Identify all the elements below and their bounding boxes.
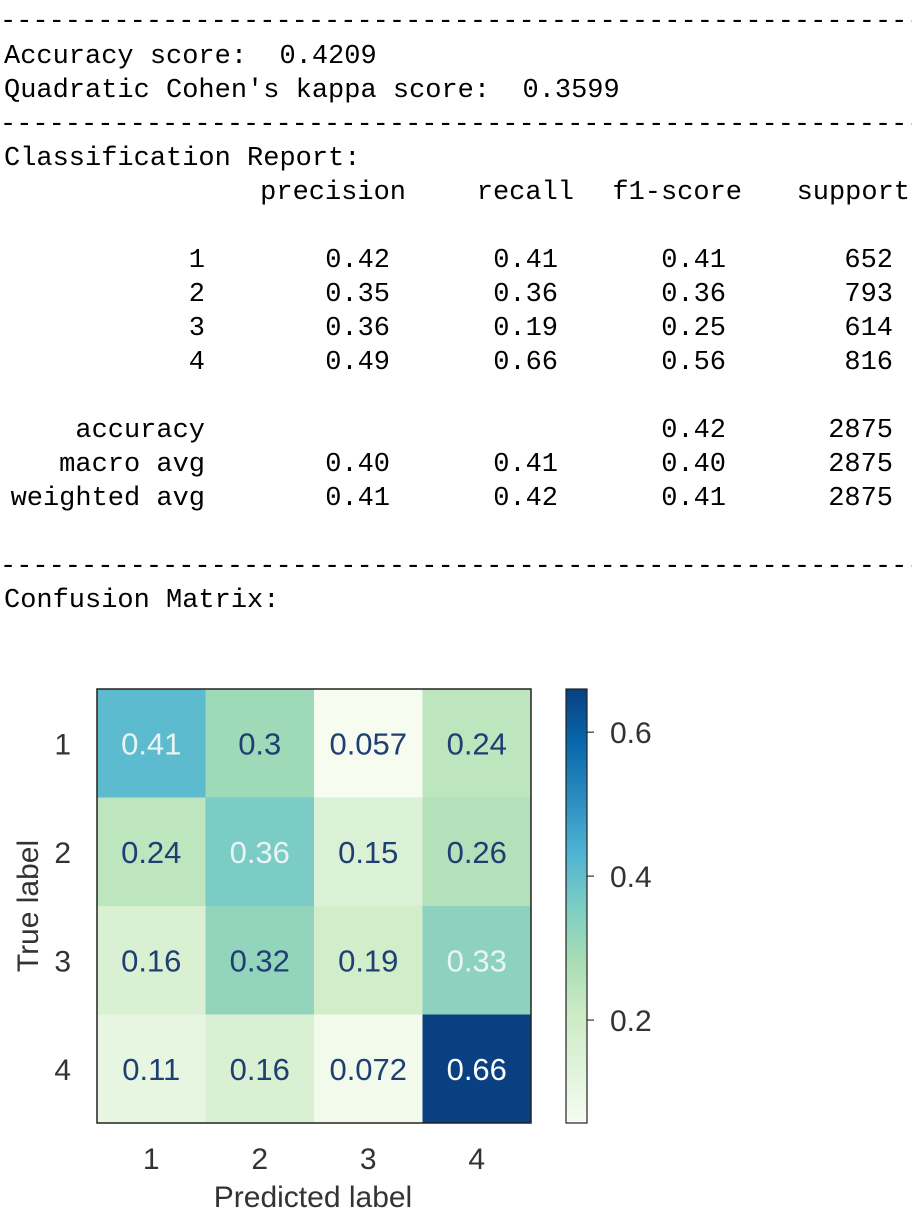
colorbar-tick-label: 0.4 xyxy=(610,861,652,894)
confusion-title: Confusion Matrix: xyxy=(4,586,280,616)
cell-value-label: 0.36 xyxy=(230,835,290,870)
summary-recall: 0.41 xyxy=(493,450,558,480)
x-tick-label: 1 xyxy=(143,1143,160,1176)
y-tick-label: 2 xyxy=(54,837,71,870)
row-label: 2 xyxy=(188,280,205,310)
cell-value-label: 0.072 xyxy=(329,1052,407,1087)
cell-value-label: 0.16 xyxy=(230,1052,290,1087)
y-tick-label: 3 xyxy=(54,945,71,978)
row-f1: 0.25 xyxy=(661,314,726,344)
y-tick-label: 1 xyxy=(54,728,71,761)
cell-value-label: 0.24 xyxy=(447,726,507,761)
heatmap-cell xyxy=(422,1014,532,1124)
colorbar-ticks: 0.2 0.4 0.6 xyxy=(587,717,652,1038)
cell-value-label: 0.24 xyxy=(121,835,181,870)
heatmap-cell xyxy=(97,1014,206,1124)
summary-f1: 0.40 xyxy=(661,450,726,480)
summary-recall: 0.42 xyxy=(493,484,558,514)
heatmap-cell xyxy=(205,689,315,798)
header-recall: recall xyxy=(476,178,574,208)
cell-value-label: 0.66 xyxy=(447,1052,507,1087)
row-support: 793 xyxy=(844,280,893,310)
heatmap-cell xyxy=(97,906,206,1015)
header-precision: precision xyxy=(260,178,406,208)
row-precision: 0.49 xyxy=(325,348,390,378)
kappa-value: 0.3599 xyxy=(522,76,620,106)
cell-value-label: 0.26 xyxy=(447,835,507,870)
summary-support: 2875 xyxy=(828,416,893,446)
row-label: 1 xyxy=(188,246,205,276)
report-title: Classification Report: xyxy=(4,144,361,174)
y-axis-label: True label xyxy=(12,840,45,972)
summary-f1: 0.42 xyxy=(661,416,726,446)
separator-line: ----------------------------------------… xyxy=(0,552,912,582)
row-label: 4 xyxy=(188,348,205,378)
heatmap-cell xyxy=(314,906,423,1015)
summary-precision: 0.41 xyxy=(325,484,390,514)
summary-label: accuracy xyxy=(75,416,205,446)
row-recall: 0.19 xyxy=(493,314,558,344)
heatmap-cell xyxy=(205,797,315,907)
heatmap-cell xyxy=(314,797,423,907)
confusion-matrix-chart: 0.41 0.3 0.057 0.240.24 0.36 0.15 0.260.16 0.32… xyxy=(12,688,652,1214)
heatmap-cell xyxy=(314,689,423,798)
header-support: support xyxy=(796,178,910,208)
heatmap-cell xyxy=(97,797,206,907)
heatmap-cells: 0.41 0.3 0.057 0.24 0.24 0.36 0.15 0.26 0.16 0.32… xyxy=(97,689,532,1124)
row-label: 3 xyxy=(188,314,205,344)
summary-precision: 0.40 xyxy=(325,450,390,480)
row-f1: 0.56 xyxy=(661,348,726,378)
heatmap-cell xyxy=(314,1014,423,1124)
cell-value-label: 0.16 xyxy=(121,943,181,978)
kappa-label: Quadratic Cohen's kappa score: xyxy=(4,76,491,106)
colorbar-tick-label: 0.6 xyxy=(610,717,652,750)
separator-line: ----------------------------------------… xyxy=(0,7,912,37)
x-tick-label: 3 xyxy=(360,1143,377,1176)
x-axis-label: Predicted label xyxy=(214,1181,412,1214)
heatmap-cell xyxy=(422,797,532,907)
separator-line: ----------------------------------------… xyxy=(0,110,912,140)
cell-value-label: 0.32 xyxy=(230,943,290,978)
heatmap-frame xyxy=(96,688,532,1124)
kappa-line: Quadratic Cohen's kappa score: 0.3599 xyxy=(4,74,620,108)
row-support: 614 xyxy=(844,314,893,344)
heatmap-cell xyxy=(422,906,532,1015)
summary-support: 2875 xyxy=(828,450,893,480)
heatmap-cell xyxy=(97,689,206,798)
row-precision: 0.36 xyxy=(325,314,390,344)
cell-value-label: 0.3 xyxy=(238,726,281,761)
heatmap-axes: 1 2 3 4 1 2 3 4 xyxy=(54,728,485,1176)
cell-value-label: 0.33 xyxy=(447,943,507,978)
row-support: 816 xyxy=(844,348,893,378)
accuracy-line: Accuracy score: 0.4209 xyxy=(4,40,377,74)
row-f1: 0.36 xyxy=(661,280,726,310)
heatmap-cell xyxy=(205,1014,315,1124)
row-support: 652 xyxy=(844,246,893,276)
summary-f1: 0.41 xyxy=(661,484,726,514)
accuracy-label: Accuracy score: xyxy=(4,42,248,72)
x-tick-label: 2 xyxy=(251,1143,268,1176)
cell-value-label: 0.41 xyxy=(121,726,181,761)
row-recall: 0.36 xyxy=(493,280,558,310)
accuracy-value: 0.4209 xyxy=(279,42,377,72)
row-precision: 0.35 xyxy=(325,280,390,310)
summary-support: 2875 xyxy=(828,484,893,514)
colorbar xyxy=(565,688,588,1124)
cell-value-label: 0.057 xyxy=(329,726,407,761)
row-recall: 0.41 xyxy=(493,246,558,276)
colorbar-tick-label: 0.2 xyxy=(610,1005,652,1038)
row-recall: 0.66 xyxy=(493,348,558,378)
heatmap-cell xyxy=(422,689,532,798)
row-f1: 0.41 xyxy=(661,246,726,276)
header-f1: f1-score xyxy=(612,178,742,208)
x-tick-label: 4 xyxy=(468,1143,485,1176)
cell-value-label: 0.11 xyxy=(122,1052,180,1087)
cell-value-label: 0.15 xyxy=(338,835,398,870)
heatmap-cell xyxy=(205,906,315,1015)
summary-label: macro avg xyxy=(59,450,205,480)
summary-label: weighted avg xyxy=(10,484,205,514)
row-precision: 0.42 xyxy=(325,246,390,276)
y-tick-label: 4 xyxy=(54,1054,71,1087)
cell-value-label: 0.19 xyxy=(338,943,398,978)
